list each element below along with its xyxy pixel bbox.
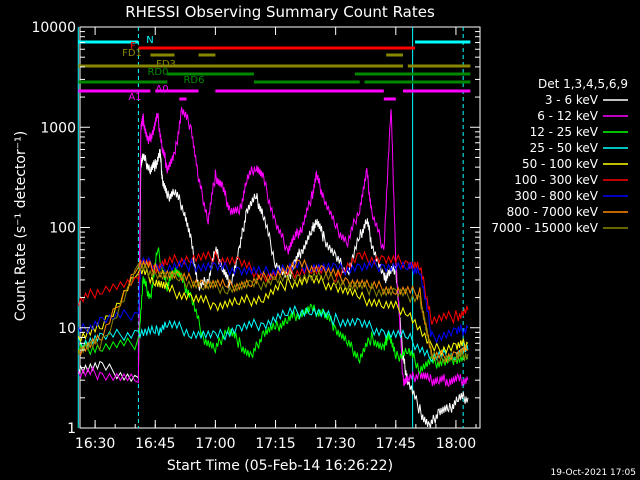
flag-label-RD6: RD6 xyxy=(183,75,204,86)
legend-label-8: 7000 - 15000 keV xyxy=(491,221,598,235)
y-axis-ticks: 1 10 100 1000 10000 xyxy=(31,20,480,437)
y-tick-label-3: 1000 xyxy=(40,120,76,136)
x-tick-label-6: 18:00 xyxy=(436,436,476,452)
legend-label-1: 6 - 12 keV xyxy=(537,109,599,123)
footer-date: 19-Oct-2021 17:05 xyxy=(551,468,636,478)
x-tick-label-3: 17:15 xyxy=(255,436,295,452)
series-line-4 xyxy=(77,266,469,357)
series-line-2 xyxy=(77,247,469,376)
legend-label-0: 3 - 6 keV xyxy=(545,93,599,107)
legend-label-6: 300 - 800 keV xyxy=(514,189,598,203)
y-axis-label: Count Rate (s⁻¹ detector⁻¹) xyxy=(13,131,29,321)
x-axis-label: Start Time (05-Feb-14 16:26:22) xyxy=(167,458,393,474)
series-lines xyxy=(77,107,469,429)
flag-label-N: N xyxy=(146,35,153,46)
flag-label-F: F xyxy=(130,41,136,52)
x-axis-ticks: 16:30 16:45 17:00 17:15 17:30 17:45 18:00 xyxy=(75,27,477,452)
legend-label-2: 12 - 25 keV xyxy=(530,125,599,139)
legend-title: Det 1,3,4,5,6,9 xyxy=(538,77,628,91)
legend: Det 1,3,4,5,6,9 3 - 6 keV 6 - 12 keV 12 - … xyxy=(491,77,628,235)
x-tick-label-0: 16:30 xyxy=(75,436,115,452)
y-tick-label-4: 10000 xyxy=(31,20,76,36)
y-tick-label-2: 100 xyxy=(49,221,76,237)
flag-label-FD3: FD3 xyxy=(156,59,176,70)
flag-label-FD1: FD1 xyxy=(122,48,142,59)
series-line-3 xyxy=(77,304,469,363)
flag-label-A1: A1 xyxy=(128,92,141,103)
vertical-lines xyxy=(77,27,464,428)
chart-title: RHESSI Observing Summary Count Rates xyxy=(125,3,435,21)
y-tick-label-0: 1 xyxy=(67,421,76,437)
y-tick-label-1: 10 xyxy=(58,321,76,337)
flag-label-RD0: RD0 xyxy=(147,67,168,78)
x-tick-label-4: 17:30 xyxy=(315,436,355,452)
legend-label-4: 50 - 100 keV xyxy=(522,157,599,171)
x-tick-label-5: 17:45 xyxy=(376,436,416,452)
legend-label-5: 100 - 300 keV xyxy=(514,173,598,187)
x-tick-label-2: 17:00 xyxy=(195,436,235,452)
legend-label-3: 25 - 50 keV xyxy=(530,141,599,155)
x-tick-label-1: 16:45 xyxy=(135,436,175,452)
legend-label-7: 800 - 7000 keV xyxy=(507,205,599,219)
series-line-0 xyxy=(77,148,469,429)
series-line-8 xyxy=(77,262,469,366)
flag-label-A0: A0 xyxy=(155,84,168,95)
